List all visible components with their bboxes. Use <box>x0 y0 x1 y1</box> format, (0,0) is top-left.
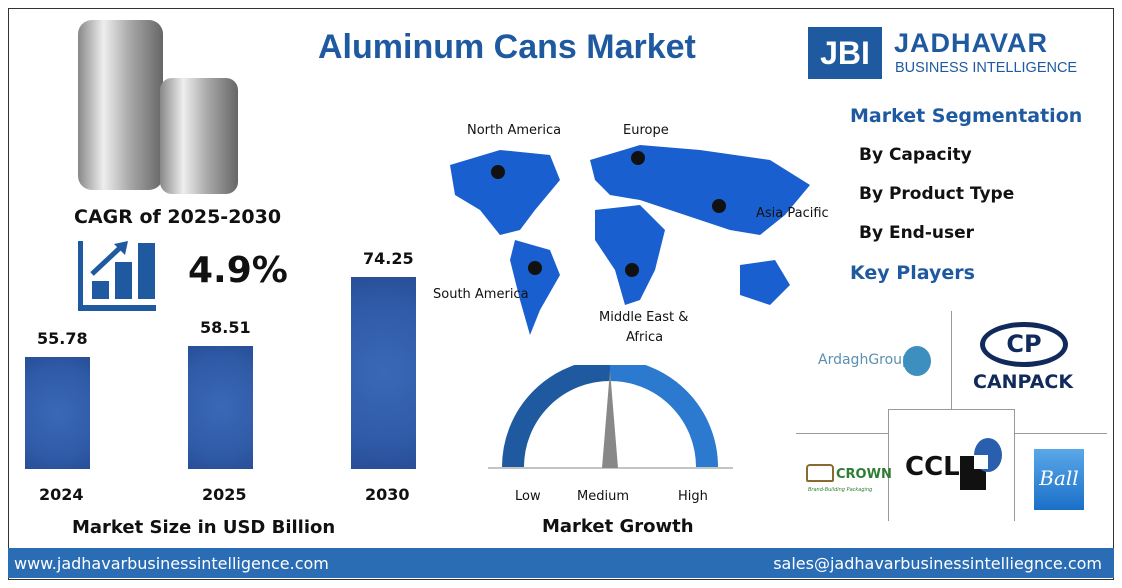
region-africa: Africa <box>626 330 664 345</box>
bar-2030 <box>351 277 416 469</box>
logo-ccl: CCL <box>905 452 960 482</box>
map-pins <box>491 151 726 277</box>
pin-icon-north-america <box>491 165 505 179</box>
cagr-value: 4.9% <box>188 250 288 291</box>
pin-icon-middle-east-africa <box>625 263 639 277</box>
segment-product-type: By Product Type <box>859 184 1015 204</box>
footer-website-link[interactable]: www.jadhavarbusinessintelligence.com <box>14 554 329 573</box>
gauge-needle <box>602 370 618 468</box>
page-title: Aluminum Cans Market <box>318 28 696 66</box>
footer-bar: www.jadhavarbusinessintelligence.com sal… <box>8 548 1114 578</box>
cagr-label: CAGR of 2025-2030 <box>74 206 282 228</box>
gauge-title: Market Growth <box>542 516 694 537</box>
brand-logo-mark: JBI <box>808 27 882 79</box>
brand-name: JADHAVAR <box>894 28 1049 58</box>
key-players-title: Key Players <box>850 262 975 284</box>
region-north-america: North America <box>467 123 562 138</box>
x-tick-label: 2024 <box>39 485 84 504</box>
brand-subtitle: BUSINESS INTELLIGENCE <box>895 60 1078 76</box>
x-tick-label: 2025 <box>202 485 247 504</box>
infographic-frame <box>8 8 1114 580</box>
footer-email-link[interactable]: sales@jadhavarbusinessintelliegnce.com <box>773 554 1102 573</box>
logo-crown: CROWN <box>836 467 892 482</box>
region-asia-pacific: Asia Pacific <box>756 206 829 221</box>
crown-tagline: Brand-Building Packaging <box>808 487 873 493</box>
segment-capacity: By Capacity <box>859 145 972 165</box>
logo-ardagh: ArdaghGroup <box>818 352 911 368</box>
bar-value-label: 58.51 <box>200 317 251 337</box>
logo-canpack: CANPACK <box>973 371 1074 393</box>
ccl-emblem-icon <box>960 438 1002 490</box>
growth-chart-icon <box>78 241 156 311</box>
segment-end-user: By End-user <box>859 223 975 243</box>
gauge-high: High <box>678 489 708 504</box>
gauge-medium: Medium <box>577 489 629 504</box>
pin-icon-asia-pacific <box>712 199 726 213</box>
segmentation-title: Market Segmentation <box>850 105 1083 127</box>
x-tick-label: 2030 <box>365 485 410 504</box>
cans-image <box>78 20 238 194</box>
pin-icon-south-america <box>528 261 542 275</box>
logo-ball: Ball <box>1034 449 1084 510</box>
bar-2025 <box>188 345 253 469</box>
bar-value-label: 74.25 <box>363 249 414 269</box>
growth-gauge <box>488 365 733 469</box>
x-axis-label: Market Size in USD Billion <box>72 517 336 538</box>
bar-value-label: 55.78 <box>37 329 88 349</box>
region-middle-east: Middle East & <box>599 310 689 325</box>
ardagh-emblem-icon <box>903 346 931 376</box>
region-europe: Europe <box>623 123 669 138</box>
region-south-america: South America <box>433 287 529 302</box>
gauge-low: Low <box>515 489 541 504</box>
world-map <box>450 145 810 335</box>
bar-2024 <box>25 357 90 469</box>
canpack-mark: CP <box>980 322 1068 367</box>
crown-icon <box>806 464 834 482</box>
pin-icon-europe <box>631 151 645 165</box>
